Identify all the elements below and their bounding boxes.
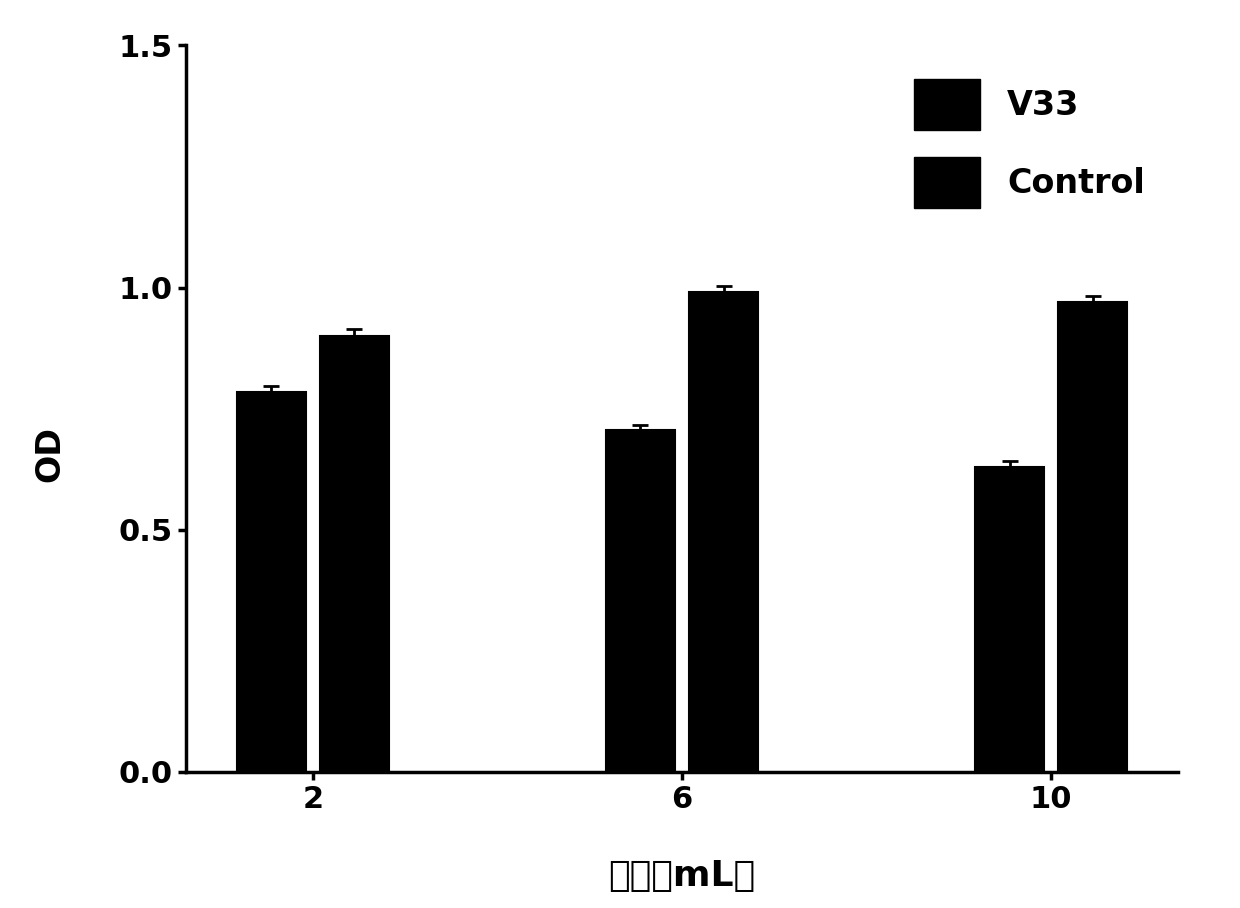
Legend: V33, Control: V33, Control: [897, 62, 1162, 225]
Bar: [320, 336, 389, 772]
Bar: [606, 430, 675, 772]
Bar: [1058, 302, 1127, 772]
Bar: [237, 391, 306, 772]
Bar: [975, 467, 1044, 772]
Text: OD: OD: [33, 426, 66, 482]
Bar: [689, 292, 758, 772]
Text: 体积（mL）: 体积（mL）: [609, 859, 755, 893]
